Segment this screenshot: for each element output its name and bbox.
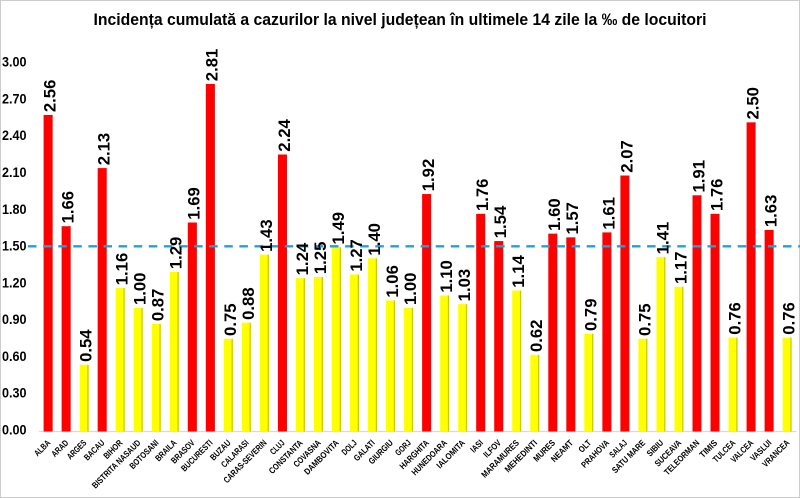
svg-text:1.03: 1.03 xyxy=(455,269,474,302)
svg-text:2.13: 2.13 xyxy=(95,133,114,166)
svg-text:2.56: 2.56 xyxy=(41,80,60,113)
svg-text:0.76: 0.76 xyxy=(780,302,799,335)
svg-text:1.76: 1.76 xyxy=(473,179,492,212)
svg-text:1.49: 1.49 xyxy=(329,212,348,245)
svg-text:0.88: 0.88 xyxy=(239,287,258,320)
svg-text:0.30: 0.30 xyxy=(2,386,27,401)
svg-text:1.17: 1.17 xyxy=(671,252,690,285)
svg-text:0.62: 0.62 xyxy=(527,320,546,353)
svg-text:2.07: 2.07 xyxy=(617,140,636,173)
svg-text:0.87: 0.87 xyxy=(149,289,168,322)
svg-text:1.91: 1.91 xyxy=(689,160,708,193)
svg-text:0.54: 0.54 xyxy=(77,329,96,362)
svg-text:1.24: 1.24 xyxy=(293,242,312,275)
svg-text:3.00: 3.00 xyxy=(2,55,27,70)
svg-text:0.75: 0.75 xyxy=(635,303,654,336)
svg-text:2.24: 2.24 xyxy=(275,119,294,152)
svg-text:1.14: 1.14 xyxy=(509,255,528,288)
svg-text:0.79: 0.79 xyxy=(581,299,600,332)
svg-text:1.06: 1.06 xyxy=(383,265,402,298)
svg-text:1.43: 1.43 xyxy=(257,219,276,252)
svg-text:1.66: 1.66 xyxy=(59,191,78,224)
svg-text:1.00: 1.00 xyxy=(401,273,420,306)
svg-text:1.25: 1.25 xyxy=(311,242,330,275)
svg-text:1.54: 1.54 xyxy=(491,205,510,238)
svg-text:1.40: 1.40 xyxy=(365,223,384,256)
svg-text:0.76: 0.76 xyxy=(725,302,744,335)
svg-text:0.00: 0.00 xyxy=(2,423,27,438)
svg-text:1.61: 1.61 xyxy=(599,197,618,230)
svg-text:1.29: 1.29 xyxy=(167,237,186,270)
svg-text:1.69: 1.69 xyxy=(185,187,204,220)
svg-text:1.50: 1.50 xyxy=(2,239,27,254)
svg-text:0.60: 0.60 xyxy=(2,349,27,364)
svg-text:Incidența cumulată a cazurilor: Incidența cumulată a cazurilor la nivel … xyxy=(94,10,707,29)
svg-text:0.75: 0.75 xyxy=(221,303,240,336)
svg-text:1.76: 1.76 xyxy=(707,179,726,212)
svg-text:2.70: 2.70 xyxy=(2,91,27,106)
svg-text:1.92: 1.92 xyxy=(419,159,438,192)
svg-text:1.63: 1.63 xyxy=(762,195,781,228)
svg-text:1.80: 1.80 xyxy=(2,202,27,217)
svg-text:2.81: 2.81 xyxy=(203,49,222,82)
svg-text:1.41: 1.41 xyxy=(653,222,672,255)
svg-text:1.16: 1.16 xyxy=(113,253,132,286)
svg-text:1.00: 1.00 xyxy=(131,273,150,306)
svg-text:2.40: 2.40 xyxy=(2,128,27,143)
svg-text:1.27: 1.27 xyxy=(347,239,366,272)
svg-text:1.10: 1.10 xyxy=(437,260,456,293)
svg-text:1.20: 1.20 xyxy=(2,275,27,290)
svg-text:1.57: 1.57 xyxy=(563,202,582,235)
svg-text:2.10: 2.10 xyxy=(2,165,27,180)
svg-text:1.60: 1.60 xyxy=(545,198,564,231)
svg-text:2.50: 2.50 xyxy=(743,87,762,120)
svg-text:0.90: 0.90 xyxy=(2,312,27,327)
